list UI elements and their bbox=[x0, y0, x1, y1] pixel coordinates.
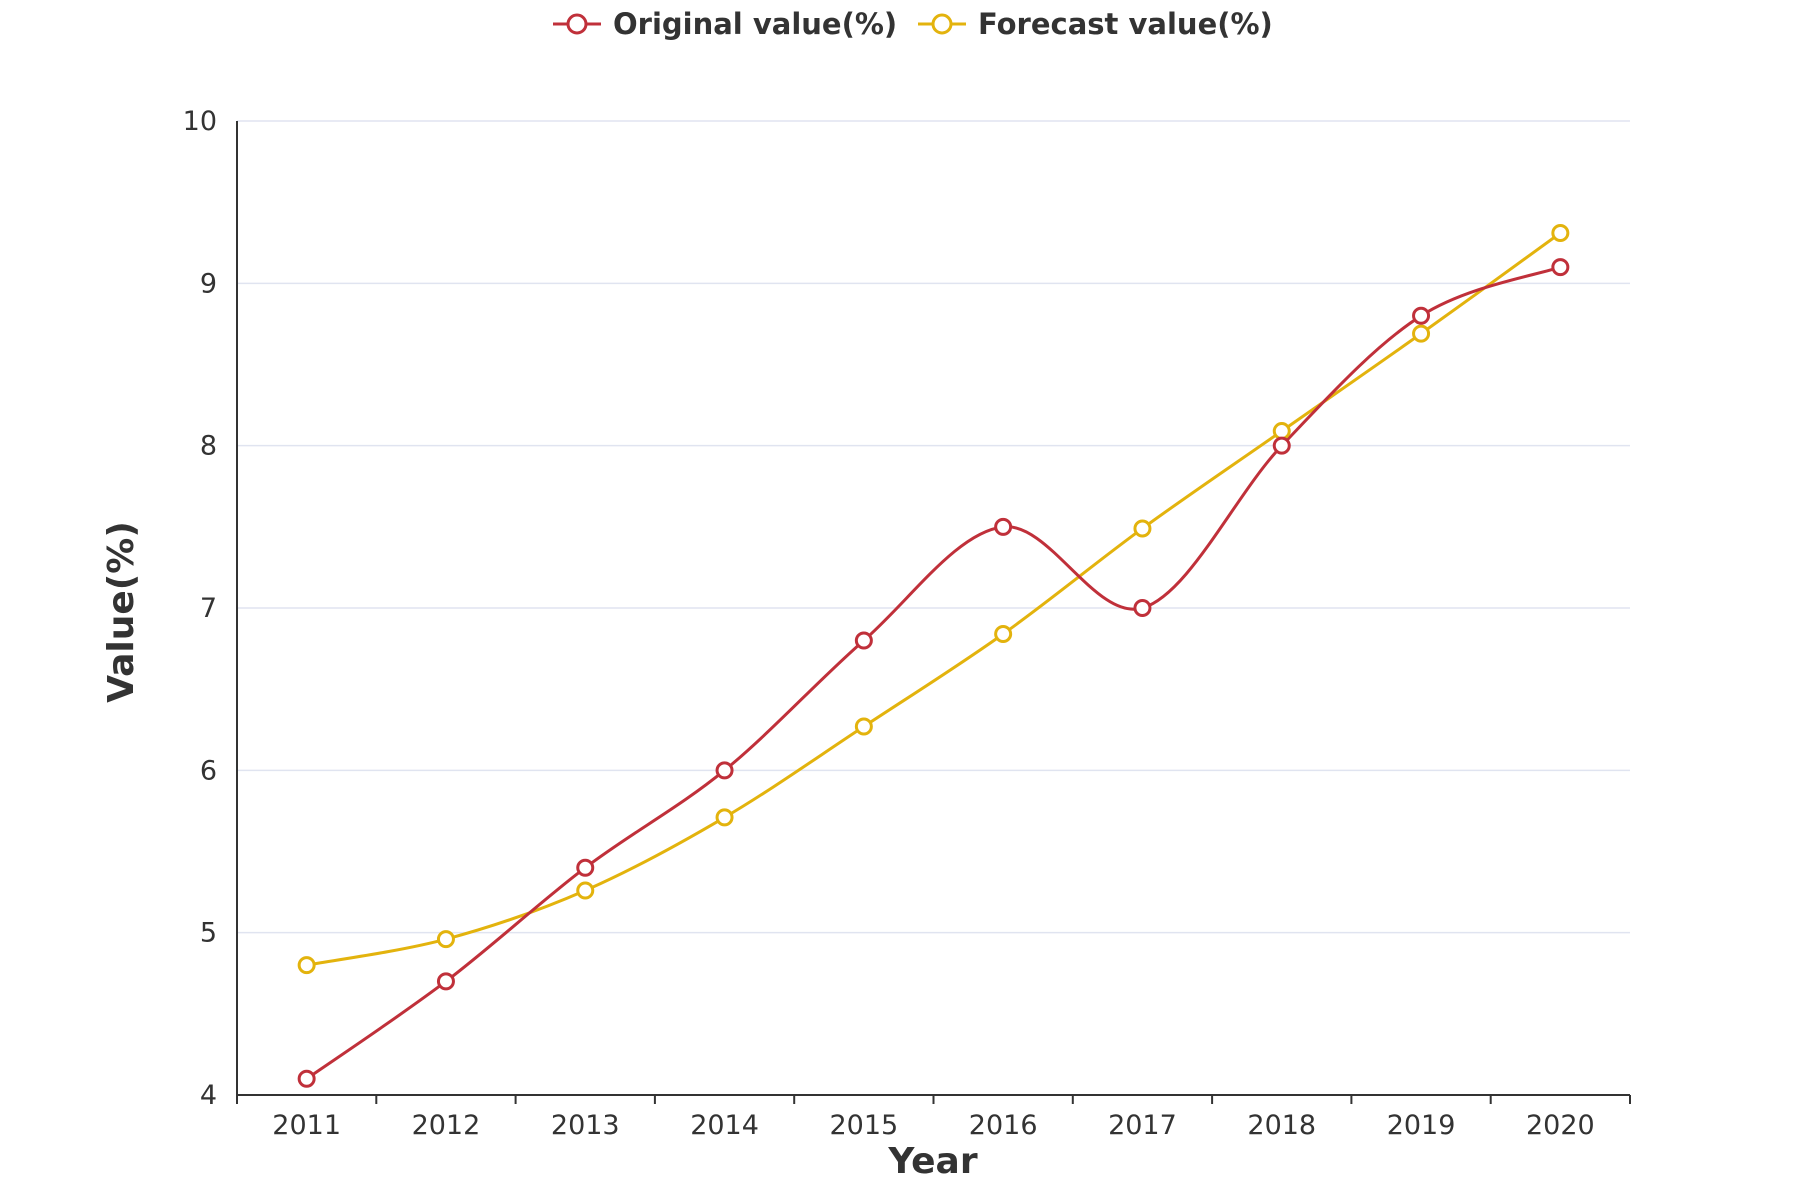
series-1-point[interactable] bbox=[994, 624, 1013, 643]
series-0-point[interactable] bbox=[436, 972, 455, 991]
series-lines bbox=[305, 231, 1562, 1080]
series-1-point[interactable] bbox=[436, 930, 455, 949]
x-tick-label: 2019 bbox=[1387, 1110, 1456, 1141]
y-tick-label: 6 bbox=[200, 755, 217, 786]
series-line-0 bbox=[305, 265, 1561, 1080]
legend-marker-icon bbox=[931, 13, 953, 35]
series-0-point[interactable] bbox=[1133, 599, 1152, 617]
series-0-point[interactable] bbox=[1412, 306, 1431, 325]
x-tick-label: 2018 bbox=[1247, 1110, 1316, 1141]
x-tick-label: 2012 bbox=[412, 1110, 481, 1141]
legend-label: Original value(%) bbox=[613, 7, 897, 41]
series-0-point[interactable] bbox=[854, 631, 873, 650]
x-tick-label: 2017 bbox=[1108, 1110, 1177, 1141]
legend-item-0[interactable]: Original value(%) bbox=[553, 7, 897, 41]
series-1-point[interactable] bbox=[297, 956, 316, 975]
x-axis-title: Year bbox=[887, 1141, 977, 1182]
y-tick-label: 8 bbox=[200, 431, 217, 462]
x-tick-label: 2016 bbox=[969, 1110, 1038, 1141]
y-tick-label: 9 bbox=[200, 268, 217, 299]
x-tick-label: 2013 bbox=[551, 1110, 620, 1141]
y-tick-label: 5 bbox=[200, 918, 217, 949]
x-tick-label: 2020 bbox=[1526, 1110, 1595, 1141]
x-tick-label: 2014 bbox=[690, 1110, 759, 1141]
y-tick-label: 4 bbox=[200, 1080, 217, 1111]
legend-label: Forecast value(%) bbox=[978, 7, 1273, 41]
series-points bbox=[297, 224, 1570, 1088]
series-1-point[interactable] bbox=[1133, 519, 1152, 538]
x-tick-label: 2011 bbox=[272, 1110, 341, 1141]
series-1-point[interactable] bbox=[854, 717, 873, 736]
series-0-point[interactable] bbox=[715, 761, 734, 780]
y-tick-label: 10 bbox=[183, 106, 217, 137]
y-axis-title: Value(%) bbox=[101, 521, 142, 703]
series-1-point[interactable] bbox=[1272, 422, 1291, 441]
gridlines bbox=[237, 120, 1630, 934]
series-0-point[interactable] bbox=[994, 517, 1013, 536]
legend: Original value(%) Forecast value(%) bbox=[553, 7, 1273, 41]
legend-marker-icon bbox=[566, 13, 588, 35]
series-1-point[interactable] bbox=[576, 881, 595, 900]
series-0-point[interactable] bbox=[1272, 436, 1291, 455]
series-1-point[interactable] bbox=[1412, 324, 1431, 343]
series-line-1 bbox=[306, 231, 1562, 967]
series-0-point[interactable] bbox=[297, 1069, 316, 1088]
series-0-point[interactable] bbox=[1551, 258, 1570, 277]
x-tick-label: 2015 bbox=[829, 1110, 898, 1141]
axes: 4 5 6 7 8 9 10 2011 2012 2013 2014 2015 2016 2017 2018… bbox=[183, 106, 1631, 1141]
y-tick-label: 7 bbox=[200, 593, 217, 624]
series-0-point[interactable] bbox=[576, 858, 595, 877]
series-1-point[interactable] bbox=[1551, 224, 1570, 243]
series-1-point[interactable] bbox=[715, 808, 734, 827]
legend-item-1[interactable]: Forecast value(%) bbox=[918, 7, 1273, 41]
